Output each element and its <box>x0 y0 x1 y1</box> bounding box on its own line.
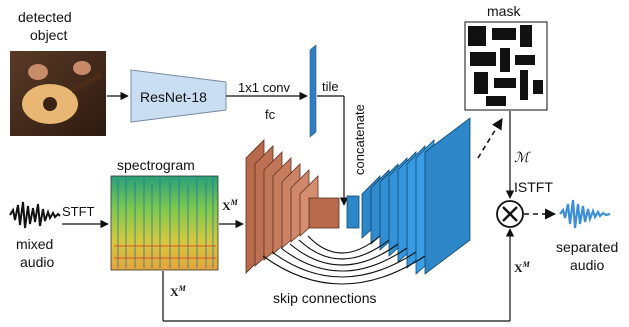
separated-audio-label-line2: audio <box>570 257 604 273</box>
detected-object-label-line1: detected <box>18 9 72 25</box>
mixed-audio-label-line1: mixed <box>16 236 53 252</box>
multiply-node <box>496 200 524 228</box>
resnet-encoder: ResNet-18 <box>130 69 227 123</box>
spectrogram-label: spectrogram <box>117 157 195 173</box>
spectrogram-image <box>110 175 219 271</box>
stft-label: STFT <box>62 204 95 219</box>
skip-connections-label: skip connections <box>273 290 377 306</box>
tile-label: tile <box>322 79 339 94</box>
unet-decoder <box>346 117 471 275</box>
fc-label: fc <box>265 107 276 122</box>
unet-encoder <box>245 139 340 274</box>
mixed-audio-waveform <box>9 201 61 229</box>
mask-image <box>464 21 548 111</box>
istft-label: ISTFT <box>514 179 553 195</box>
conv-label: 1x1 conv <box>238 80 291 95</box>
xm-label-top: XM <box>222 198 239 213</box>
decoder-to-mask-arrow <box>477 118 503 159</box>
resnet-label: ResNet-18 <box>140 89 207 105</box>
xm-label-right: XM <box>514 260 531 275</box>
skip-connections-arcs <box>262 235 426 285</box>
detected-object-label-line2: object <box>30 27 67 43</box>
mixed-audio-label-line2: audio <box>20 254 54 270</box>
separated-audio-waveform <box>559 199 611 229</box>
xm-label-bottom: XM <box>170 284 187 299</box>
mask-label: mask <box>487 3 521 19</box>
mask-symbol: ℳ <box>514 151 531 166</box>
concatenate-label: concatenate <box>352 104 367 175</box>
visual-feature-vector <box>309 44 317 138</box>
detected-object-image <box>10 51 106 136</box>
separated-audio-label-line1: separated <box>556 239 618 255</box>
